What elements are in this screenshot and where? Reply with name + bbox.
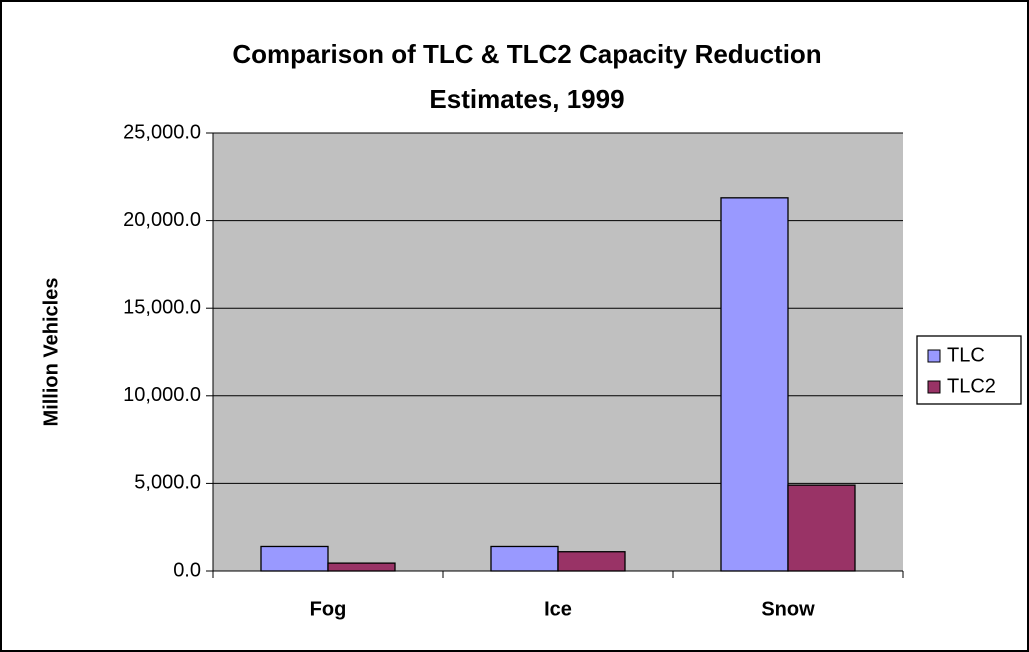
bar	[490, 545, 559, 572]
y-tick-label: 25,000.0	[123, 121, 201, 143]
x-tick-label: Fog	[310, 598, 347, 620]
legend-swatch	[927, 380, 941, 394]
bar	[327, 562, 396, 572]
legend-swatch	[927, 349, 941, 363]
legend-label: TLC	[947, 344, 985, 366]
x-tick-label: Ice	[544, 598, 572, 620]
y-tick-label: 20,000.0	[123, 209, 201, 231]
bar	[260, 545, 329, 572]
y-tick-label: 10,000.0	[123, 384, 201, 406]
chart-title: Estimates, 1999	[429, 84, 624, 114]
chart-title: Comparison of TLC & TLC2 Capacity Reduct…	[232, 39, 821, 69]
bar	[720, 197, 789, 572]
y-tick-label: 15,000.0	[123, 296, 201, 318]
y-tick-label: 0.0	[173, 559, 201, 581]
y-axis-label: Million Vehicles	[40, 278, 62, 427]
bar	[557, 551, 626, 572]
x-tick-label: Snow	[761, 598, 815, 620]
legend-label: TLC2	[947, 375, 996, 397]
bar	[787, 484, 856, 572]
y-tick-label: 5,000.0	[134, 472, 201, 494]
